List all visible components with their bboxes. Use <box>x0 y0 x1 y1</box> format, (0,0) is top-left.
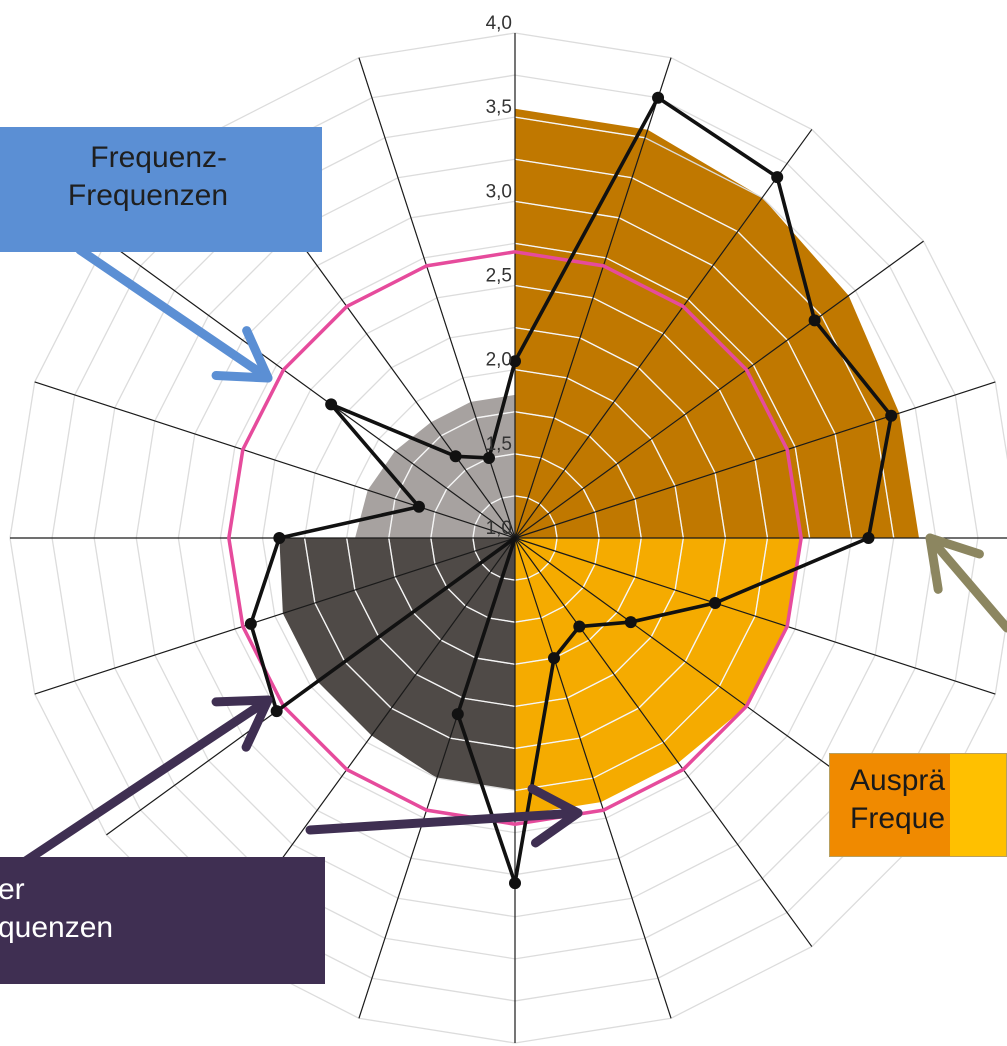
callout-arrows <box>0 245 1007 883</box>
data-point-16 <box>412 500 425 513</box>
sector-gridline-0-7 <box>514 242 811 539</box>
annotation-text-line2: quenzen <box>0 911 114 944</box>
sector-gridline-0-5 <box>514 326 727 539</box>
data-point-2 <box>771 171 784 184</box>
sector-area-0 <box>515 108 919 538</box>
sector-gridline-2-3 <box>388 537 516 665</box>
sector-gridline-2-2 <box>430 537 516 623</box>
annotation-text-line2: Frequenzen <box>67 179 228 212</box>
data-point-6 <box>709 597 722 610</box>
annotation-box-auspraegung: Ausprä Freque <box>829 753 1007 857</box>
annotation-text-line1: Ausprä <box>850 764 946 797</box>
spoke-6 <box>514 537 996 695</box>
arrow-to-reference-head <box>211 326 273 383</box>
data-point-7 <box>624 616 637 629</box>
data-series <box>244 91 898 890</box>
reference-line <box>227 250 803 826</box>
sector-gridline-1-4 <box>514 537 684 707</box>
data-point-18 <box>449 450 462 463</box>
data-point-10 <box>509 877 521 890</box>
spoke-2 <box>514 129 813 539</box>
spoke-14 <box>34 537 516 695</box>
spoke-9 <box>514 537 672 1019</box>
annotation-box-frequenzen: er quenzen <box>0 857 325 984</box>
tick-label-4: 3,0 <box>486 181 512 202</box>
sector-gridline-1-5 <box>514 537 727 750</box>
data-point-19 <box>482 451 495 464</box>
sector-gridline-2-1 <box>472 537 516 581</box>
annotation-box-frequenz: Frequenz- Frequenzen <box>0 127 322 252</box>
data-point-13 <box>270 705 283 718</box>
spoke-16 <box>34 381 516 539</box>
spoke-17 <box>106 240 516 539</box>
annotation-text-line1: Frequenz- <box>90 141 227 174</box>
sector-gridline-0-3 <box>514 411 642 539</box>
data-point-0 <box>509 355 521 368</box>
arrow-to-reference <box>75 245 273 383</box>
tick-label-2: 2,0 <box>486 350 512 371</box>
tick-label-1: 1,5 <box>486 434 512 455</box>
arrow-to-sector-edge <box>925 533 1007 633</box>
data-point-17 <box>325 398 338 411</box>
sector-gridline-0-6 <box>514 284 769 539</box>
spoke-8 <box>514 537 813 947</box>
sector-gridline-3-3 <box>388 411 516 539</box>
arrow-to-series-bottom-shaft <box>305 808 583 835</box>
sector-gridline-1-6 <box>514 537 769 792</box>
sector-gridline-0-2 <box>514 453 600 539</box>
sector-gridline-0-4 <box>514 369 684 539</box>
tick-label-5: 3,5 <box>486 97 512 118</box>
arrow-to-series-left <box>0 695 273 883</box>
tick-label-6: 4,0 <box>486 13 512 34</box>
arrow-to-sector-edge-shaft <box>925 533 1007 633</box>
arrow-to-sector-edge-head <box>925 533 984 594</box>
data-point-11 <box>451 708 464 721</box>
data-point-15 <box>273 532 286 544</box>
sector-area-2 <box>279 538 515 791</box>
data-point-8 <box>573 620 586 633</box>
reference-circle <box>227 250 803 826</box>
sector-gridline-3-1 <box>472 495 516 539</box>
data-point-14 <box>244 617 257 630</box>
data-point-3 <box>808 314 821 327</box>
sector-gridline-0-9 <box>514 158 895 539</box>
arrow-to-series-bottom <box>305 784 583 848</box>
spoke-3 <box>514 240 924 539</box>
sector-gridline-1-2 <box>514 537 600 623</box>
arrow-to-series-bottom-head <box>527 784 583 848</box>
annotation-text-line1: er <box>0 873 25 906</box>
tick-label-0: 1,0 <box>486 518 512 539</box>
arrow-to-series-left-head <box>211 695 273 752</box>
tick-label-3: 2,5 <box>486 266 512 287</box>
sector-gridline-2-4 <box>346 537 516 707</box>
arrow-to-reference-shaft <box>75 245 273 383</box>
sector-gridline-0-10 <box>514 116 646 139</box>
sector-gridline-0-1 <box>514 495 558 539</box>
data-point-5 <box>862 532 875 544</box>
arrow-to-series-left-shaft <box>0 695 273 883</box>
spoke-4 <box>514 381 996 539</box>
tick-labels: 1,0 1,5 2,0 2,5 3,0 3,5 4,0 <box>486 13 512 539</box>
sector-gridline-2-5 <box>303 537 516 750</box>
sector-area-1 <box>515 538 802 816</box>
spoke-1 <box>514 57 672 539</box>
sector-gridline-1-1 <box>514 537 558 581</box>
data-point-9 <box>548 652 561 665</box>
data-point-4 <box>885 409 898 422</box>
data-point-1 <box>652 91 665 104</box>
annotation-text-line2: Freque <box>850 802 946 835</box>
sector-gridline-0-8 <box>514 200 853 539</box>
